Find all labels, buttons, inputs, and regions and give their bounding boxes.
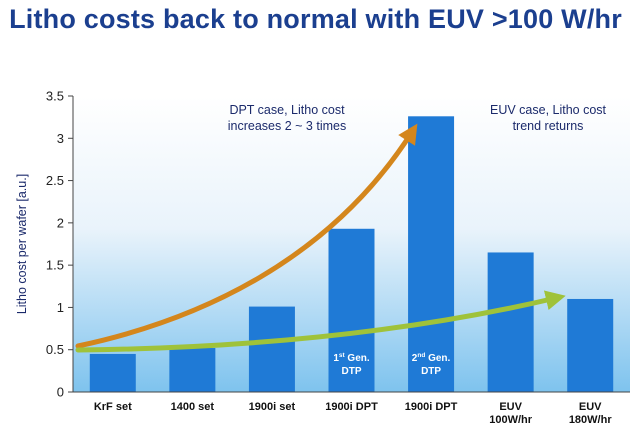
y-tick-label: 1 — [57, 300, 64, 315]
euv-trend-arrow — [75, 290, 566, 353]
dpt-trend-arrow — [75, 123, 418, 349]
category-label: 1900i set — [249, 401, 296, 413]
annotation-text: increases 2 ~ 3 times — [228, 119, 346, 133]
y-tick-label: 2 — [57, 215, 64, 230]
y-tick-label: 3 — [57, 131, 64, 146]
y-tick-label: 3.5 — [46, 89, 64, 104]
bar-inner-label: 1st Gen. — [333, 352, 370, 364]
bar-7 — [567, 298, 614, 392]
y-tick-label: 0 — [57, 385, 64, 400]
category-label: EUV — [579, 401, 602, 413]
bar-1 — [89, 353, 136, 392]
category-label: 1900i DPT — [405, 401, 458, 413]
y-tick-label: 1.5 — [46, 258, 64, 273]
y-tick-label: 0.5 — [46, 342, 64, 357]
bar-3 — [248, 306, 295, 392]
category-label: EUV — [499, 401, 522, 413]
bar-inner-label: 2nd Gen. — [412, 352, 451, 364]
y-tick-label: 2.5 — [46, 173, 64, 188]
annotation-text: DPT case, Litho cost — [229, 103, 345, 117]
bar-6 — [487, 252, 534, 392]
slide-title: Litho costs back to normal with EUV >100… — [9, 4, 622, 34]
y-axis-title: Litho cost per wafer [a.u.] — [15, 174, 29, 314]
bar-inner-label: DTP — [421, 366, 441, 377]
annotation-text: EUV case, Litho cost — [490, 103, 607, 117]
category-label: 1400 set — [171, 401, 215, 413]
annotation-text: trend returns — [513, 119, 584, 133]
bar-inner-label: DTP — [342, 366, 362, 377]
category-label: 180W/hr — [569, 414, 613, 426]
category-label: 1900i DPT — [325, 401, 378, 413]
bar-2 — [169, 348, 216, 392]
bar-4 — [328, 228, 375, 392]
category-label: KrF set — [94, 401, 132, 413]
category-label: 100W/hr — [489, 414, 533, 426]
bar-5 — [408, 116, 455, 392]
